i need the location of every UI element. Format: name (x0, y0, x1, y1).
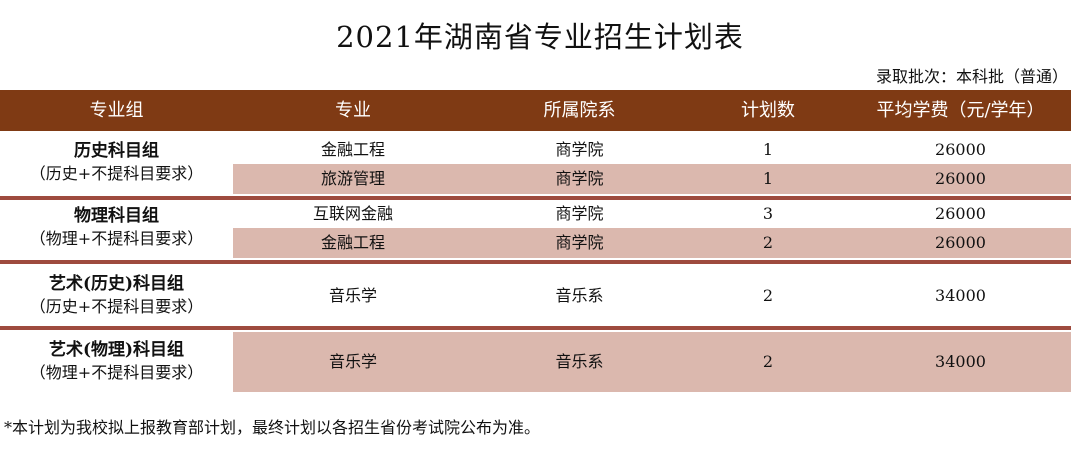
group-separator (0, 196, 1071, 200)
admission-batch-label: 录取批次：本科批（普通） (875, 67, 1068, 86)
department-cell: 音乐系 (555, 286, 604, 305)
tuition-cell: 34000 (935, 286, 986, 305)
subject-group-label: 历史科目组 （历史+不提科目要求） (0, 139, 233, 185)
major-cell: 金融工程 (320, 233, 385, 252)
department-cell: 商学院 (555, 140, 604, 159)
row-shading (233, 164, 1071, 194)
department-cell: 音乐系 (555, 352, 604, 371)
column-header-department: 所属院系 (543, 100, 616, 121)
major-cell: 音乐学 (328, 352, 377, 371)
major-cell: 金融工程 (320, 140, 385, 159)
major-cell: 音乐学 (328, 286, 377, 305)
subject-group-name: 物理科目组 (74, 206, 159, 226)
tuition-cell: 26000 (935, 204, 986, 223)
group-separator (0, 260, 1071, 264)
tuition-cell: 26000 (935, 169, 986, 188)
subject-group-name: 历史科目组 (74, 141, 159, 161)
subject-group-requirement: （历史+不提科目要求） (29, 297, 204, 316)
subject-group-label: 艺术(历史)科目组 （历史+不提科目要求） (0, 272, 233, 318)
footnote: *本计划为我校拟上报教育部计划，最终计划以各招生省份考试院公布为准。 (4, 418, 541, 437)
subject-group-label: 艺术(物理)科目组 （物理+不提科目要求） (0, 338, 233, 384)
column-header-group: 专业组 (89, 100, 144, 121)
plan-count-cell: 2 (762, 233, 774, 252)
subject-group-name: 艺术(物理)科目组 (48, 340, 185, 360)
column-header-plan-count: 计划数 (741, 100, 795, 121)
column-header-major: 专业 (335, 100, 371, 121)
row-shading (233, 228, 1071, 258)
subject-group-name: 艺术(历史)科目组 (48, 274, 185, 294)
department-cell: 商学院 (555, 169, 604, 188)
header-bar (0, 90, 1071, 131)
subject-group-requirement: （物理+不提科目要求） (29, 229, 204, 248)
group-separator (0, 326, 1071, 330)
subject-group-requirement: （历史+不提科目要求） (29, 164, 204, 183)
subject-group-requirement: （物理+不提科目要求） (29, 363, 204, 382)
department-cell: 商学院 (555, 233, 604, 252)
row-shading (233, 332, 1071, 392)
tuition-cell: 26000 (935, 140, 986, 159)
tuition-cell: 34000 (935, 352, 986, 371)
subject-group-label: 物理科目组 （物理+不提科目要求） (0, 204, 233, 250)
column-header-tuition: 平均学费（元/学年） (876, 100, 1045, 121)
plan-count-cell: 1 (762, 169, 774, 188)
department-cell: 商学院 (555, 204, 604, 223)
plan-count-cell: 2 (762, 286, 774, 305)
tuition-cell: 26000 (935, 233, 986, 252)
plan-count-cell: 2 (762, 352, 774, 371)
plan-count-cell: 1 (762, 140, 774, 159)
major-cell: 旅游管理 (320, 169, 385, 188)
major-cell: 互联网金融 (312, 204, 393, 223)
plan-count-cell: 3 (762, 204, 774, 223)
page-title: 2021年湖南省专业招生计划表 (336, 20, 744, 54)
